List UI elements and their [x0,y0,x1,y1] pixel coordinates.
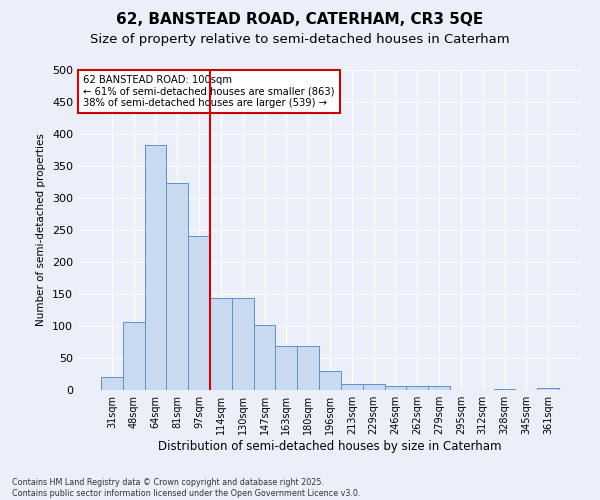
Bar [319,372,341,390]
Bar [297,346,319,390]
Bar [166,184,188,390]
Bar [254,326,275,390]
Bar [188,236,210,390]
Bar [145,145,166,390]
Bar [363,384,385,390]
Bar [341,384,363,390]
Bar [537,388,559,390]
Bar [385,386,406,390]
Bar [494,388,515,390]
Bar [210,298,232,390]
Text: 62 BANSTEAD ROAD: 100sqm
← 61% of semi-detached houses are smaller (863)
38% of : 62 BANSTEAD ROAD: 100sqm ← 61% of semi-d… [83,75,335,108]
Bar [101,377,123,390]
Text: Size of property relative to semi-detached houses in Caterham: Size of property relative to semi-detach… [90,32,510,46]
Bar [275,346,297,390]
Bar [406,386,428,390]
Bar [123,322,145,390]
Text: Contains HM Land Registry data © Crown copyright and database right 2025.
Contai: Contains HM Land Registry data © Crown c… [12,478,361,498]
Text: 62, BANSTEAD ROAD, CATERHAM, CR3 5QE: 62, BANSTEAD ROAD, CATERHAM, CR3 5QE [116,12,484,28]
Bar [428,386,450,390]
Bar [232,298,254,390]
Y-axis label: Number of semi-detached properties: Number of semi-detached properties [37,134,46,326]
X-axis label: Distribution of semi-detached houses by size in Caterham: Distribution of semi-detached houses by … [158,440,502,453]
